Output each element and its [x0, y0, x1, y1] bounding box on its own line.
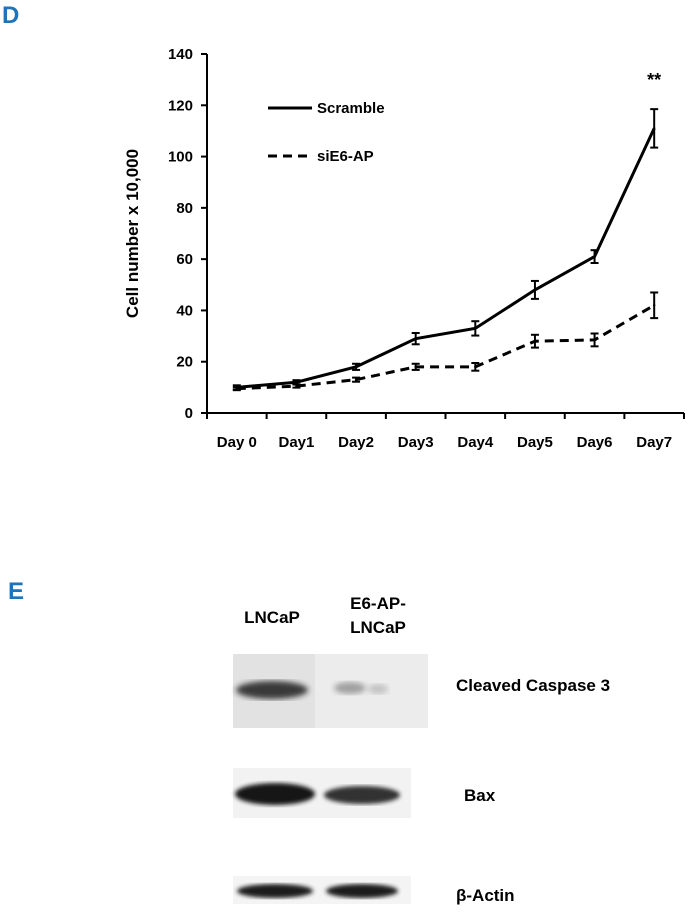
data-point [414, 365, 417, 369]
y-tick-label: 0 [185, 405, 193, 422]
data-point [533, 288, 537, 292]
x-tick-label: Day 0 [217, 434, 257, 451]
significance-annotation: ** [647, 70, 661, 90]
data-point [652, 127, 656, 130]
blot-image [233, 654, 428, 904]
data-point [593, 255, 596, 258]
panel-d-letter: D [2, 2, 20, 29]
data-point [474, 365, 477, 369]
x-tick-label: Day2 [338, 434, 374, 451]
band-actin-e6ap [326, 884, 398, 898]
data-point [235, 387, 239, 390]
legend-label: Scramble [317, 100, 385, 117]
x-tick-label: Day4 [457, 434, 494, 451]
legend-label: siE6-AP [317, 148, 374, 165]
data-point [474, 327, 477, 330]
x-tick-label: Day3 [398, 434, 434, 451]
y-axis-title: Cell number x 10,000 [123, 149, 142, 318]
data-point [354, 365, 358, 369]
data-point [652, 304, 656, 307]
y-tick-label: 20 [176, 354, 193, 371]
growth-line-chart: 0 20 40 60 80 100 120 140 Day 0 Day1 Day2 Day3 Day4 D… [123, 46, 685, 451]
y-tick-label: 140 [168, 46, 193, 63]
y-tick-label: 80 [176, 200, 193, 217]
data-point [295, 384, 298, 388]
data-point [414, 337, 417, 340]
row-label-beta-actin: β-Actin [456, 886, 515, 905]
band-bax-lncap [235, 783, 315, 805]
x-tick-label: Day7 [636, 434, 672, 451]
data-point [354, 378, 358, 381]
data-point [533, 340, 537, 343]
x-tick-label: Day5 [517, 434, 553, 451]
band-caspase-lncap [236, 681, 308, 699]
row-label-bax: Bax [464, 786, 496, 805]
x-tick-label: Day1 [279, 434, 315, 451]
lane-label-e6ap-lncap: E6-AP- LNCaP [350, 594, 406, 637]
x-tick-label: Day6 [577, 434, 613, 451]
series-line-0 [236, 127, 656, 389]
panel-e-letter: E [8, 578, 25, 605]
y-tick-label: 60 [176, 251, 193, 268]
y-tick-label: 40 [176, 302, 193, 319]
y-tick-label: 120 [168, 97, 193, 114]
data-point [593, 338, 596, 342]
western-blot-panel: LNCaP E6-AP- LNCaP Cleaved Caspase 3 Bax… [0, 560, 698, 915]
row-label-cleaved-caspase: Cleaved Caspase 3 [456, 676, 611, 695]
band-actin-lncap [237, 884, 313, 898]
lane-label-lncap: LNCaP [244, 608, 300, 627]
band-caspase-e6ap [334, 682, 366, 694]
band-bax-e6ap [324, 786, 400, 804]
data-point [295, 381, 298, 384]
series-line-1 [236, 304, 655, 391]
y-tick-label: 100 [168, 149, 193, 166]
